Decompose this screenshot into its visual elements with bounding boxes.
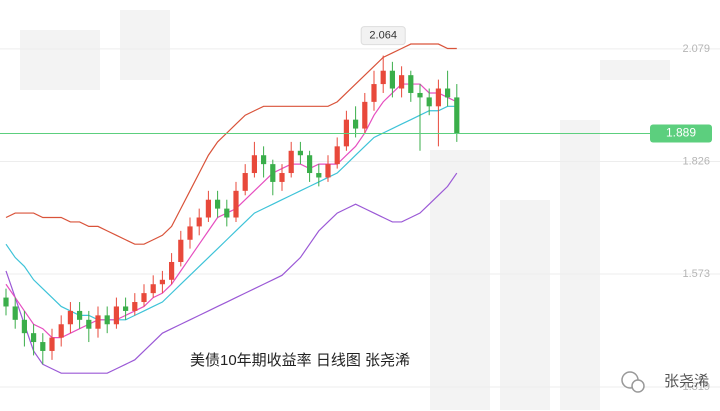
candle-body <box>12 306 18 320</box>
y-tick-label: 1.826 <box>682 155 710 167</box>
candle-body <box>426 97 432 107</box>
wechat-icon <box>631 379 645 393</box>
candle-body <box>261 155 267 165</box>
band-line <box>5 105 457 321</box>
candle-body <box>408 75 414 93</box>
candle-body <box>270 164 276 182</box>
candle-body <box>196 217 202 227</box>
candle-body <box>215 199 221 209</box>
candle-body <box>187 226 193 240</box>
candle-body <box>297 150 303 156</box>
watermark-text: 张尧浠 <box>664 373 709 390</box>
candle-body <box>399 75 405 89</box>
candle-body <box>132 302 138 311</box>
band-line <box>5 172 458 374</box>
watermark: 张尧浠 <box>621 371 709 393</box>
candle-body <box>159 279 165 285</box>
candle-body <box>435 88 441 107</box>
max-label: 2.064 <box>369 30 397 42</box>
y-tick-label: 1.319 <box>682 381 710 393</box>
candle-body <box>279 173 285 182</box>
candle-body <box>3 297 9 307</box>
candle-body <box>40 342 46 351</box>
candle-body <box>86 319 92 329</box>
candles <box>3 55 460 365</box>
candle-body <box>104 315 110 325</box>
background-watermark <box>20 10 670 410</box>
max-badge <box>360 26 406 46</box>
candle-body <box>31 333 37 343</box>
candle-body <box>21 319 27 334</box>
candle-body <box>150 284 156 294</box>
candle-body <box>178 239 184 262</box>
caption: 美债10年期收益率 日线图 张尧浠 <box>190 352 410 369</box>
grid: 1.319 1.573 1.826 2.079 <box>0 43 720 393</box>
y-tick-label: 2.079 <box>682 43 710 55</box>
bands <box>5 43 458 374</box>
candle-body <box>325 164 331 178</box>
candle-body <box>205 199 211 218</box>
last-price-label: 1.889 <box>666 126 696 140</box>
candle-body <box>380 70 386 85</box>
candle-body <box>95 315 101 329</box>
candle-body <box>123 306 129 311</box>
candle-body <box>113 306 119 325</box>
candle-body <box>49 337 55 351</box>
candle-body <box>445 88 451 98</box>
last-price-badge <box>650 124 712 143</box>
candle-body <box>417 92 423 98</box>
candle-body <box>224 208 230 218</box>
candle-body <box>242 173 248 191</box>
candle-body <box>233 190 239 218</box>
band-line <box>5 43 457 245</box>
y-tick-label: 1.573 <box>682 268 710 280</box>
candle-body <box>288 150 294 174</box>
overlay: 1.889 2.064 <box>0 26 712 143</box>
candle-body <box>251 155 257 174</box>
candle-body <box>371 84 377 102</box>
candle-body <box>67 310 73 325</box>
candle-body <box>353 119 359 129</box>
candle-body <box>334 146 340 165</box>
candle-body <box>454 97 460 134</box>
candle-body <box>307 155 313 174</box>
candle-body <box>362 101 368 129</box>
candle-body <box>58 324 64 338</box>
candle-body <box>169 261 175 280</box>
candle-body <box>141 293 147 303</box>
candle-body <box>77 310 83 320</box>
band-line <box>5 83 458 339</box>
candle-body <box>316 173 322 178</box>
candle-body <box>389 70 395 89</box>
